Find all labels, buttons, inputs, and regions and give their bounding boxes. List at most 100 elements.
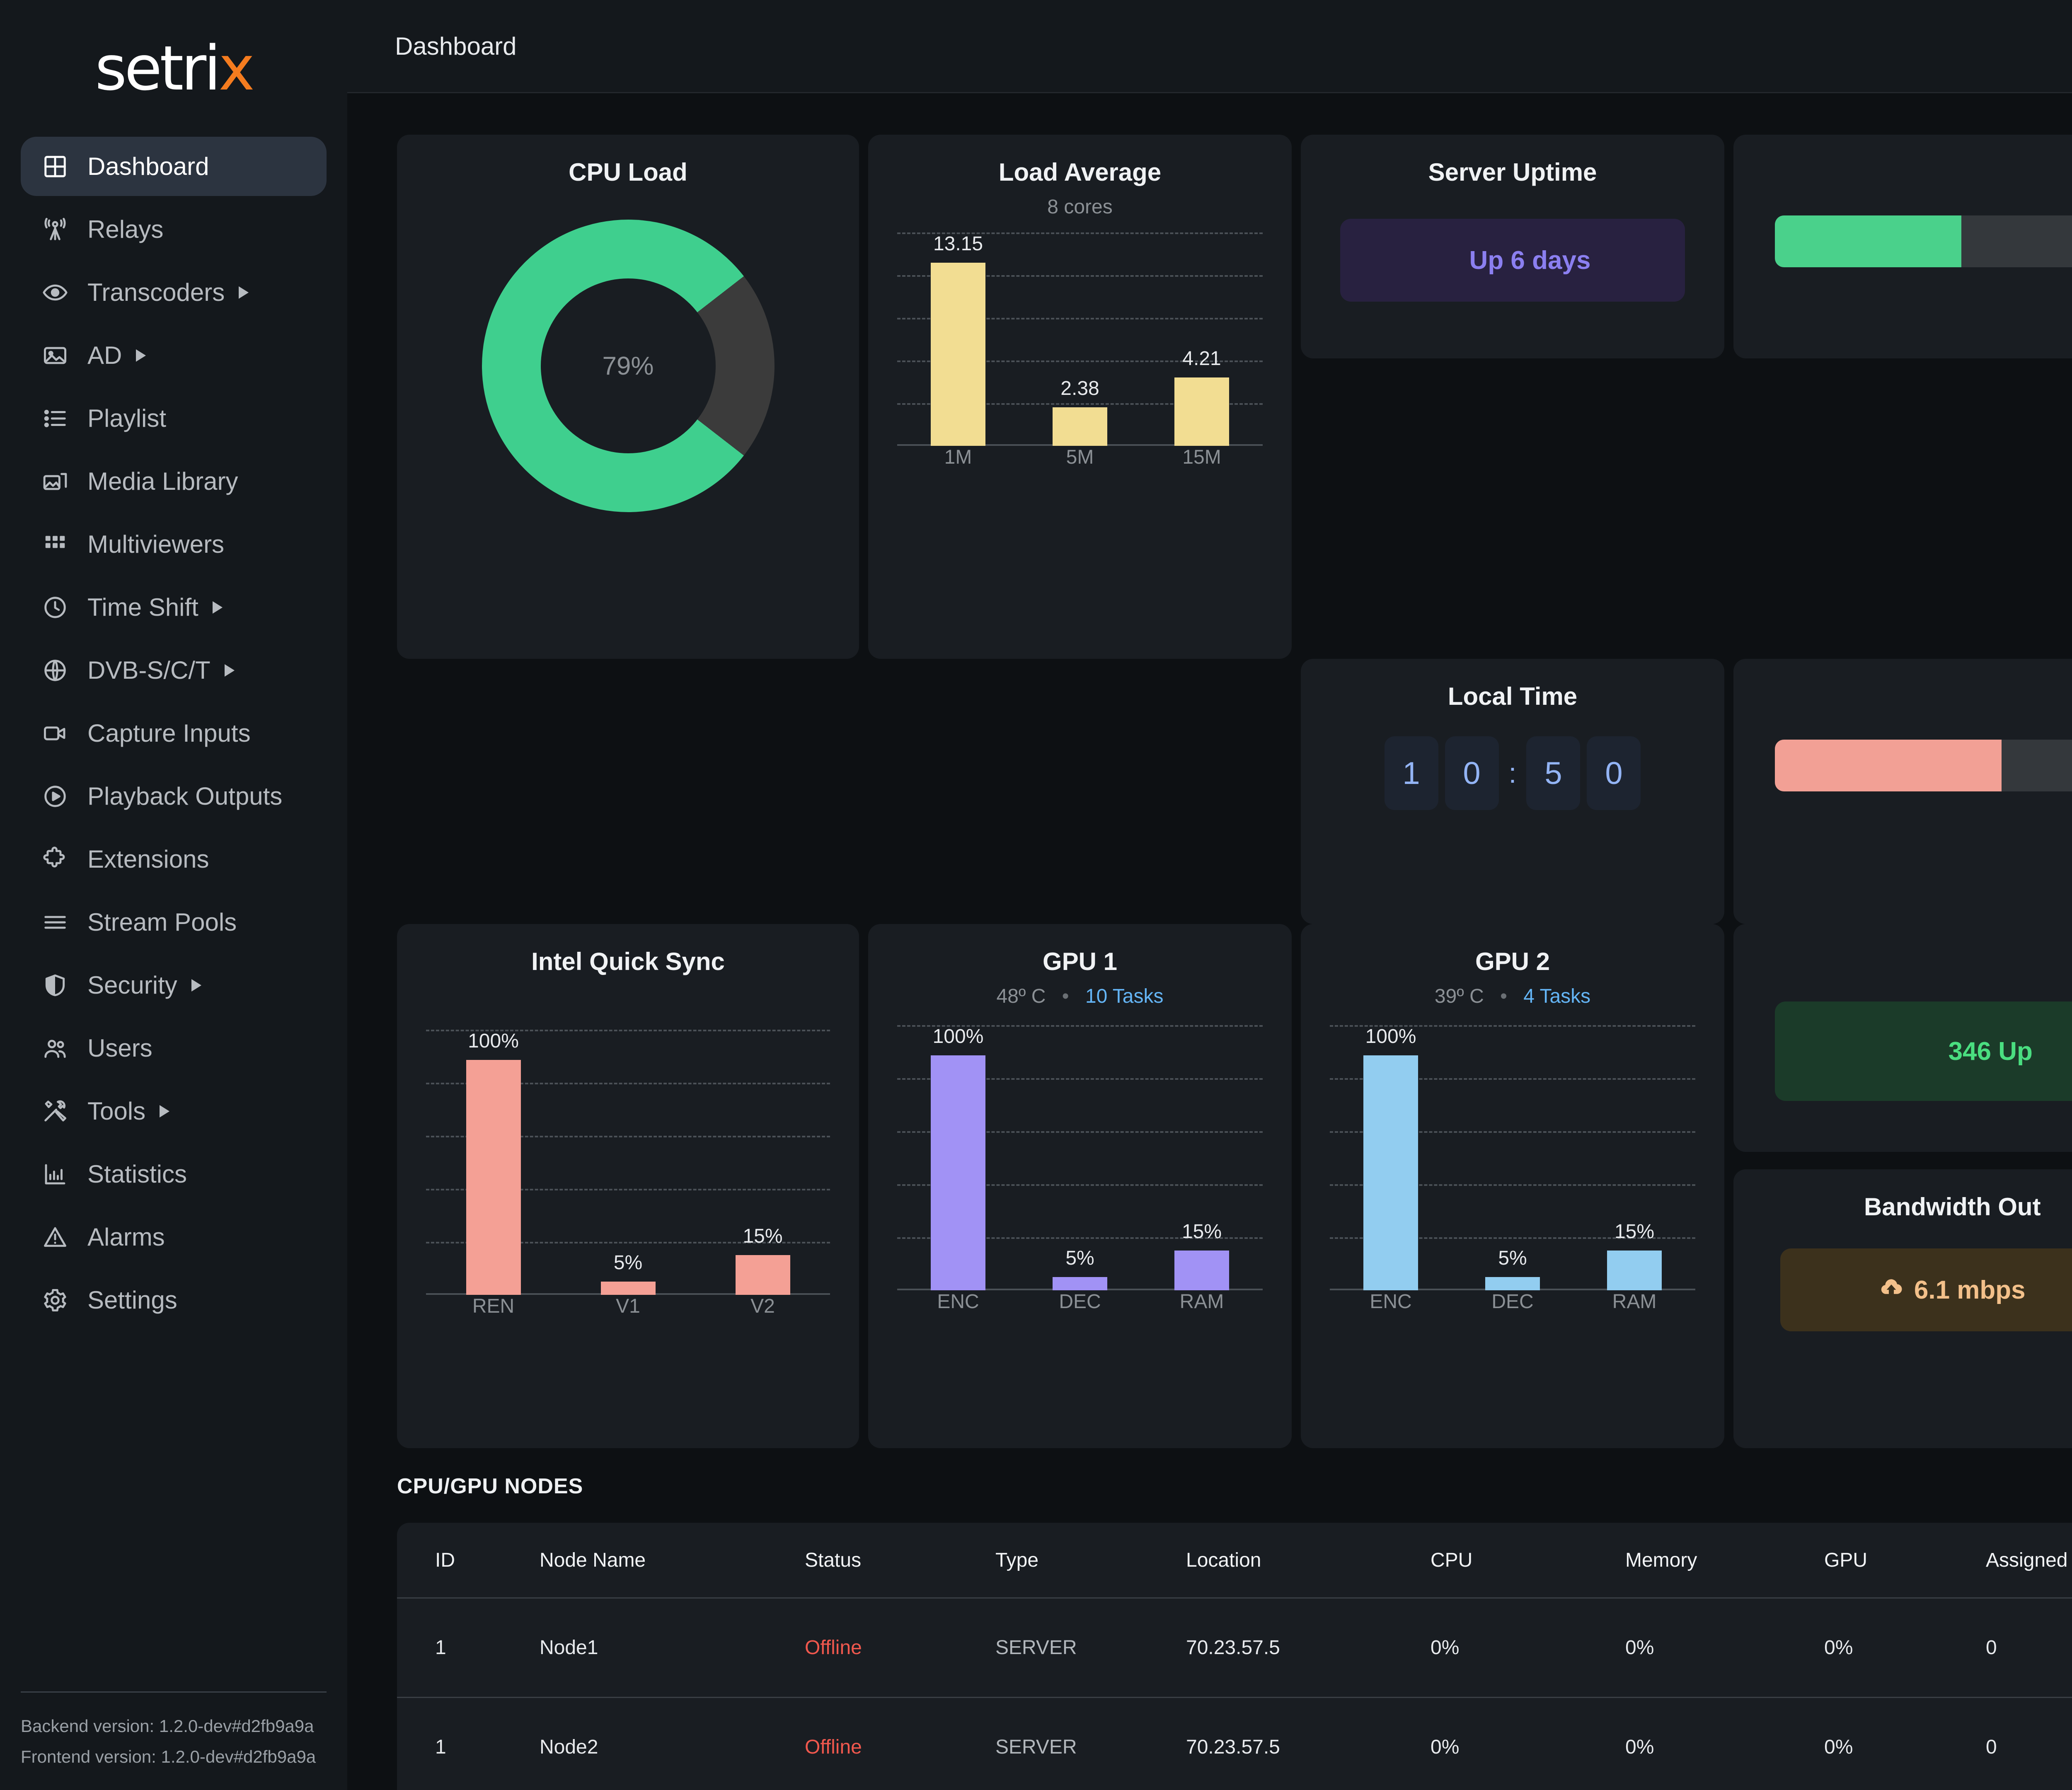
card-hard-drive-usage: Hard Drive Usage 80.54 / 227.7 Gb [1733, 659, 2072, 924]
gpu1-tasks: 10 Tasks [1085, 985, 1164, 1007]
table-column-header[interactable]: Status [805, 1549, 862, 1571]
card-title: Load Average [998, 158, 1162, 186]
grid-line [897, 232, 1263, 234]
table-row[interactable]: 1Node1OfflineSERVER70.23.57.50%0%0%0----… [397, 1597, 2072, 1697]
server-uptime-pill[interactable]: Up 6 days [1340, 219, 1685, 302]
sidebar-item-playlist[interactable]: Playlist [21, 389, 327, 448]
chevron-right-icon[interactable] [160, 1105, 170, 1118]
table-column-header[interactable]: ID [435, 1549, 455, 1571]
bar-column: 100% [917, 1025, 1000, 1290]
card-server-uptime: Server Uptime Up 6 days [1301, 135, 1724, 358]
sidebar-item-dashboard[interactable]: Dashboard [21, 137, 327, 196]
sidebar-item-capture-inputs[interactable]: Capture Inputs [21, 704, 327, 763]
sidebar-item-security[interactable]: Security [21, 955, 327, 1015]
bar-column: 4.21 [1160, 232, 1243, 446]
sidebar-item-label: Relays [87, 215, 164, 243]
sidebar-item-multiviewers[interactable]: Multiviewers [21, 515, 327, 574]
grid-line [1330, 1131, 1695, 1133]
hard-drive-usage-bar [1775, 740, 2072, 791]
sidebar-item-dvb-s-c-t[interactable]: DVB-S/C/T [21, 641, 327, 700]
photos-icon [39, 466, 71, 497]
time-digit-tile: 5 [1526, 736, 1581, 810]
card-cpu-load: CPU Load 79% [397, 135, 859, 659]
table-row[interactable]: 1Node2OfflineSERVER70.23.57.50%0%0%0----… [397, 1697, 2072, 1790]
bandwidth-out-pill[interactable]: 6.1 mbps [1780, 1248, 2072, 1331]
gpu2-meta: 39º C • 4 Tasks [1301, 985, 1724, 1008]
sidebar-item-playback-outputs[interactable]: Playback Outputs [21, 767, 327, 826]
table-cell-name: Node2 [540, 1736, 598, 1758]
table-column-header[interactable]: Location [1186, 1549, 1261, 1571]
sidebar-item-stream-pools[interactable]: Stream Pools [21, 893, 327, 952]
table-column-header[interactable]: Type [995, 1549, 1039, 1571]
chevron-right-icon[interactable] [136, 349, 146, 362]
sidebar-item-alarms[interactable]: Alarms [21, 1207, 327, 1267]
card-gpu1: GPU 1 48º C • 10 Tasks 100% 5% 15% ENC DEC R… [868, 924, 1292, 1448]
card-services: Services 346 Up [1733, 924, 2072, 1152]
brand-name: setri [95, 33, 221, 104]
bar [600, 1282, 656, 1295]
table-column-header[interactable]: GPU [1824, 1549, 1868, 1571]
sidebar-item-transcoders[interactable]: Transcoders [21, 263, 327, 322]
bar [931, 1055, 985, 1290]
services-up-label: 346 Up [1948, 1037, 2033, 1066]
chevron-right-icon[interactable] [239, 286, 249, 299]
sidebar-item-users[interactable]: Users [21, 1018, 327, 1078]
services-up-button[interactable]: 346 Up [1775, 1001, 2072, 1101]
antenna-icon [39, 214, 71, 245]
bar [1053, 407, 1107, 446]
list-icon [39, 403, 71, 434]
table-cell-name: Node1 [540, 1637, 598, 1659]
sidebar-item-media-library[interactable]: Media Library [21, 452, 327, 511]
tools-icon [39, 1096, 71, 1127]
x-tick-label: V1 [616, 1295, 640, 1317]
gpu2-xlabels: ENC DEC RAM [1330, 1290, 1695, 1313]
puzzle-icon [39, 844, 71, 875]
bar-value-label: 5% [1065, 1247, 1094, 1269]
table-column-header[interactable]: Node Name [540, 1549, 646, 1571]
bar-column: 100% [452, 1030, 535, 1295]
table-column-header[interactable]: Assigned Tasks [1986, 1549, 2072, 1571]
breadcrumb: Dashboard [395, 32, 517, 60]
cards-grid: CPU Load 79% Load Average 8 cores 13.15 2… [397, 135, 2072, 1448]
sidebar-item-tools[interactable]: Tools [21, 1081, 327, 1141]
sidebar-item-relays[interactable]: Relays [21, 200, 327, 259]
sidebar-item-extensions[interactable]: Extensions [21, 830, 327, 889]
table-column-header[interactable]: CPU [1431, 1549, 1473, 1571]
table-cell-id: 1 [435, 1736, 446, 1758]
sidebar-item-ad[interactable]: AD [21, 326, 327, 385]
top-bar: Dashboard A. Setrix [347, 0, 2072, 93]
card-title: CPU Load [569, 158, 687, 186]
bar [1485, 1277, 1540, 1290]
table-cell-memory: 0% [1625, 1637, 1654, 1659]
grid-line [897, 275, 1263, 277]
sidebar-item-time-shift[interactable]: Time Shift [21, 578, 327, 637]
grid-line [1330, 1078, 1695, 1080]
table-body: 1Node1OfflineSERVER70.23.57.50%0%0%0----… [397, 1597, 2072, 1790]
grid-line [426, 1136, 830, 1137]
chevron-right-icon[interactable] [224, 664, 235, 677]
x-tick-label: V2 [750, 1295, 775, 1317]
sidebar-item-settings[interactable]: Settings [21, 1270, 327, 1330]
card-title: Bandwidth Out [1864, 1193, 2041, 1221]
x-tick-label: REN [472, 1295, 515, 1317]
card-title: Server Uptime [1428, 158, 1597, 186]
chevron-right-icon[interactable] [191, 979, 201, 992]
table-cell-status: Offline [805, 1637, 862, 1659]
services-bandwidth-column: Services 346 Up [1733, 924, 2072, 1448]
bar-value-label: 100% [468, 1030, 519, 1052]
dot-separator: • [1500, 985, 1507, 1007]
sidebar-item-label: Extensions [87, 845, 209, 873]
sidebar-item-statistics[interactable]: Statistics [21, 1144, 327, 1204]
clock-icon [1435, 245, 1459, 276]
table-column-header[interactable]: Memory [1625, 1549, 1697, 1571]
bar-value-label: 15% [743, 1225, 783, 1247]
sidebar-item-label: Playlist [87, 404, 167, 432]
nodes-table: ID Node Name Status Type Location CPU Memory GP… [397, 1523, 2072, 1790]
brand-logo[interactable]: setri x [0, 0, 347, 137]
chevron-right-icon[interactable] [212, 601, 223, 614]
bar-value-label: 100% [932, 1026, 984, 1047]
brand-accent-letter: x [218, 33, 255, 104]
card-load-average: Load Average 8 cores 13.15 2.38 4.21 1M 5M 1… [868, 135, 1292, 659]
